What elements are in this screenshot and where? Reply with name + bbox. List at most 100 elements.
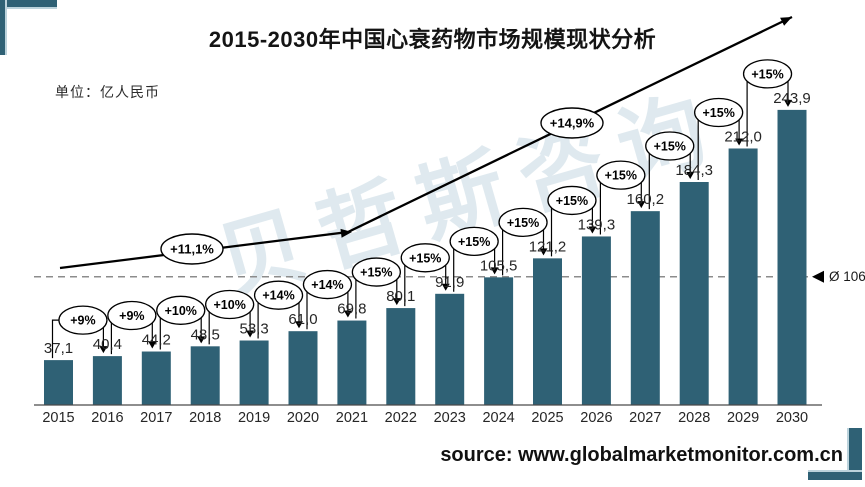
growth-bubble <box>742 59 793 89</box>
x-tick-2026: 2026 <box>580 410 612 426</box>
growth-label-2019-2020: +14% <box>262 289 294 303</box>
growth-bubble <box>156 295 206 325</box>
growth-arrow-down-icon <box>784 99 792 107</box>
growth-bubble <box>400 243 450 273</box>
trend-annotation-label-1: +14,9% <box>550 116 595 131</box>
x-tick-2029: 2029 <box>727 410 759 426</box>
growth-label-2016-2017: +9% <box>119 309 144 323</box>
growth-label-2026-2027: +15% <box>605 169 637 183</box>
growth-arrow-down-icon <box>343 310 352 318</box>
x-tick-2027: 2027 <box>629 410 661 426</box>
bar-value-2028: 184,3 <box>675 162 713 179</box>
bar-2018 <box>190 346 220 405</box>
x-tick-2017: 2017 <box>140 410 172 426</box>
bar-2030 <box>777 109 807 406</box>
bar-value-2023: 91,9 <box>435 274 464 291</box>
growth-arrow-down-icon <box>735 138 744 146</box>
bar-2017 <box>141 351 171 405</box>
growth-label-2020-2021: +14% <box>311 278 343 292</box>
growth-arrow-down-icon <box>441 283 450 291</box>
growth-bubble <box>253 280 304 310</box>
growth-label-2021-2022: +15% <box>360 266 392 280</box>
growth-arrow-down-icon <box>490 267 499 275</box>
corner-bar-horizontal <box>0 0 57 9</box>
growth-bubble <box>351 257 402 287</box>
bar-2026 <box>581 236 611 405</box>
bar-value-2030: 243,9 <box>773 90 811 107</box>
bar-2016 <box>92 356 122 405</box>
growth-arrow-down-icon <box>197 336 206 344</box>
bar-2020 <box>288 331 318 405</box>
x-tick-2019: 2019 <box>238 410 270 426</box>
growth-label-2015-2016: +9% <box>70 314 95 328</box>
bar-value-2029: 212,0 <box>724 128 762 145</box>
growth-label-2029-2030: +15% <box>751 67 783 81</box>
corner-bar-horizontal <box>808 470 862 480</box>
growth-bubble <box>107 300 157 331</box>
bar-value-2018: 48,5 <box>191 326 220 343</box>
x-tick-2016: 2016 <box>91 410 123 426</box>
growth-label-2025-2026: +15% <box>556 194 588 208</box>
bar-2027 <box>630 211 660 405</box>
growth-bubble <box>58 305 108 335</box>
x-tick-2025: 2025 <box>531 410 563 426</box>
bar-2024 <box>484 277 514 405</box>
growth-label-2027-2028: +15% <box>654 139 686 153</box>
growth-label-2023-2024: +15% <box>458 235 490 249</box>
bar-2028 <box>679 181 709 405</box>
growth-bubble <box>449 226 499 256</box>
x-tick-2024: 2024 <box>482 410 514 426</box>
bar-value-2025: 121,2 <box>529 238 567 255</box>
growth-arrow-down-icon <box>246 330 255 338</box>
trend-annotation-bubble <box>540 107 604 139</box>
trend-annotation-bubble <box>160 233 224 265</box>
trend-arrow-mid-head-icon <box>340 228 352 238</box>
growth-arrow-down-icon <box>637 201 646 209</box>
growth-bubble <box>694 97 744 128</box>
bar-2023 <box>435 293 465 405</box>
trend-arrow-end-head-icon <box>780 17 792 26</box>
source-label: source: www.globalmarketmonitor.com.cn <box>440 444 843 466</box>
bar-2019 <box>239 340 269 405</box>
growth-label-2028-2029: +15% <box>702 106 734 120</box>
growth-arrow-down-icon <box>686 171 695 179</box>
average-arrow-left-icon <box>812 270 824 283</box>
page-title: 2015-2030年中国心衰药物市场规模现状分析 <box>208 27 657 52</box>
growth-bubble <box>204 289 255 320</box>
x-tick-2028: 2028 <box>678 410 710 426</box>
bar-value-2017: 44,2 <box>142 332 171 349</box>
growth-arrow-down-icon <box>99 346 108 354</box>
corner-bar-vertical <box>0 0 7 55</box>
growth-bubble <box>547 185 597 216</box>
bar-value-2026: 139,3 <box>578 216 616 233</box>
growth-bubble <box>498 207 548 237</box>
bar-value-2024: 105,5 <box>480 257 518 274</box>
x-tick-2022: 2022 <box>385 410 417 426</box>
x-tick-2020: 2020 <box>287 410 319 426</box>
bar-2029 <box>728 148 758 406</box>
x-tick-2030: 2030 <box>776 410 808 426</box>
growth-bubble <box>645 131 695 161</box>
bar-value-2027: 160,2 <box>627 191 665 208</box>
bar-2022 <box>386 308 416 405</box>
bar-value-2022: 80,1 <box>386 288 415 305</box>
bar-2015 <box>44 360 73 405</box>
growth-arrow-down-icon <box>148 341 157 349</box>
x-tick-2018: 2018 <box>189 410 221 426</box>
x-tick-2023: 2023 <box>434 410 466 426</box>
growth-bubble <box>302 269 353 300</box>
growth-arrow-down-icon <box>588 226 597 234</box>
average-label: Ø 106 <box>829 269 865 284</box>
growth-arrow-down-icon <box>392 298 401 306</box>
x-tick-2021: 2021 <box>336 410 368 426</box>
growth-label-2024-2025: +15% <box>507 216 539 230</box>
bar-value-2016: 40,4 <box>93 336 122 353</box>
growth-bubble <box>596 160 646 190</box>
corner-bar-vertical <box>847 428 862 480</box>
bar-value-2021: 69,8 <box>337 301 366 318</box>
bar-2021 <box>337 320 367 405</box>
bar-value-2019: 53,3 <box>239 321 268 338</box>
x-tick-2015: 2015 <box>42 410 74 426</box>
unit-label: 单位：亿人民币 <box>55 84 160 100</box>
